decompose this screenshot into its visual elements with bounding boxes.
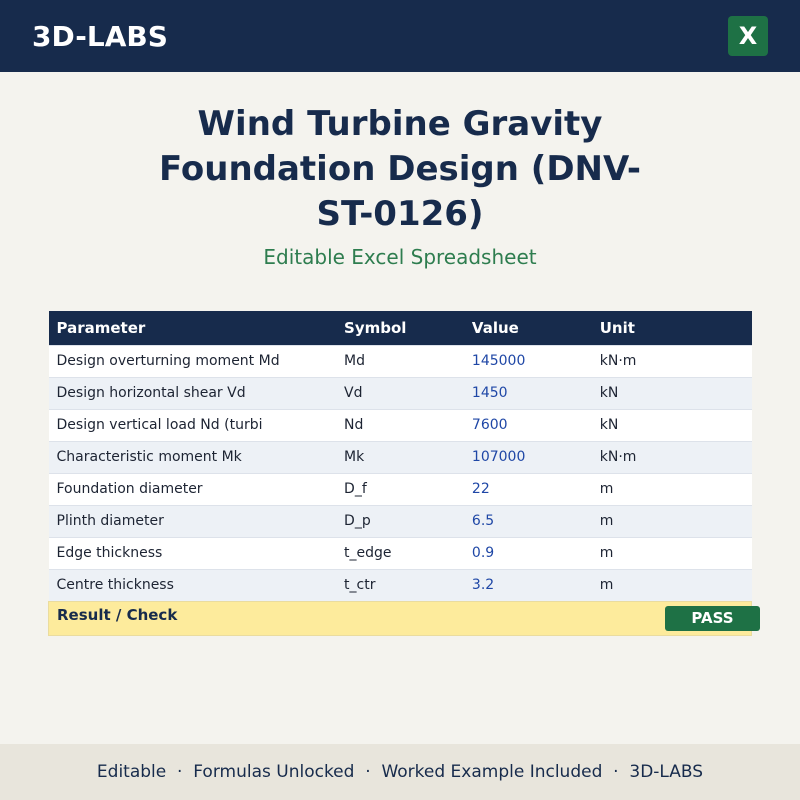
table-cell: t_ctr <box>336 568 464 601</box>
table-cell: Foundation diameter <box>48 472 337 505</box>
table-cell: 107000 <box>463 440 592 473</box>
table-row: Plinth diameter D_p 6.5 m <box>48 504 752 537</box>
table-row: Edge thickness t_edge 0.9 m <box>48 536 752 569</box>
column-header: Parameter <box>48 311 337 345</box>
table-cell: Mk <box>336 440 464 473</box>
table-row: Centre thickness t_ctr 3.2 m <box>48 568 752 601</box>
column-header: Unit <box>591 311 752 345</box>
title: Wind Turbine Gravity Foundation Design (… <box>159 104 641 234</box>
table-row: Foundation diameter D_f 22 m <box>48 472 752 505</box>
table-cell: 6.5 <box>463 504 592 537</box>
excel-icon[interactable]: X <box>728 16 768 56</box>
table-row: Design overturning moment Md Md 145000 kN·m <box>48 344 752 377</box>
table-cell: Characteristic moment Mk <box>48 440 337 473</box>
table-cell: Design vertical load Nd (turbi <box>48 408 337 441</box>
table-row: Design vertical load Nd (turbi Nd 7600 kN <box>48 408 752 441</box>
table-cell: m <box>591 536 752 569</box>
table-cell: 1450 <box>463 376 592 409</box>
parameter-table: Parameter Symbol Value Unit Design overturn… <box>48 311 760 636</box>
table-cell: Md <box>336 344 464 377</box>
table-cell: Nd <box>336 408 464 441</box>
result-row: Result / Check PASS <box>48 600 760 636</box>
result-cell: Result / Check PASS <box>48 600 760 636</box>
table-cell: kN·m <box>591 344 752 377</box>
header-row: Parameter Symbol Value Unit <box>48 311 752 345</box>
table-cell: Centre thickness <box>48 568 337 601</box>
table-cell: 0.9 <box>463 536 592 569</box>
table-row: Characteristic moment Mk Mk 107000 kN·m <box>48 440 752 473</box>
table-cell: Vd <box>336 376 464 409</box>
table-cell: D_f <box>336 472 464 505</box>
footer: Editable · Formulas Unlocked · Worked Ex… <box>0 744 800 800</box>
table-body: Design overturning moment Md Md 145000 kN·m… <box>48 344 760 636</box>
table-cell: 3.2 <box>463 568 592 601</box>
table-cell: 22 <box>463 472 592 505</box>
table-cell: kN·m <box>591 440 752 473</box>
table-cell: Design horizontal shear Vd <box>48 376 337 409</box>
header: 3D-LABS X <box>0 0 800 72</box>
table-cell: kN <box>591 408 752 441</box>
table-cell: D_p <box>336 504 464 537</box>
column-header: Value <box>463 311 592 345</box>
table-cell: m <box>591 568 752 601</box>
table-cell: t_edge <box>336 536 464 569</box>
subtitle: Editable Excel Spreadsheet <box>263 245 537 269</box>
table-cell: Plinth diameter <box>48 504 337 537</box>
table-cell: Design overturning moment Md <box>48 344 337 377</box>
table-cell: 7600 <box>463 408 592 441</box>
table-cell: Edge thickness <box>48 536 337 569</box>
table-row: Design horizontal shear Vd Vd 1450 kN <box>48 376 752 409</box>
table-cell: m <box>591 472 752 505</box>
brand: 3D-LABS <box>32 20 168 53</box>
table-cell: m <box>591 504 752 537</box>
column-header: Symbol <box>336 311 464 345</box>
table-cell: 145000 <box>463 344 592 377</box>
result-label: Result / Check <box>57 605 178 624</box>
table-cell: kN <box>591 376 752 409</box>
status-badge: PASS <box>665 605 760 631</box>
